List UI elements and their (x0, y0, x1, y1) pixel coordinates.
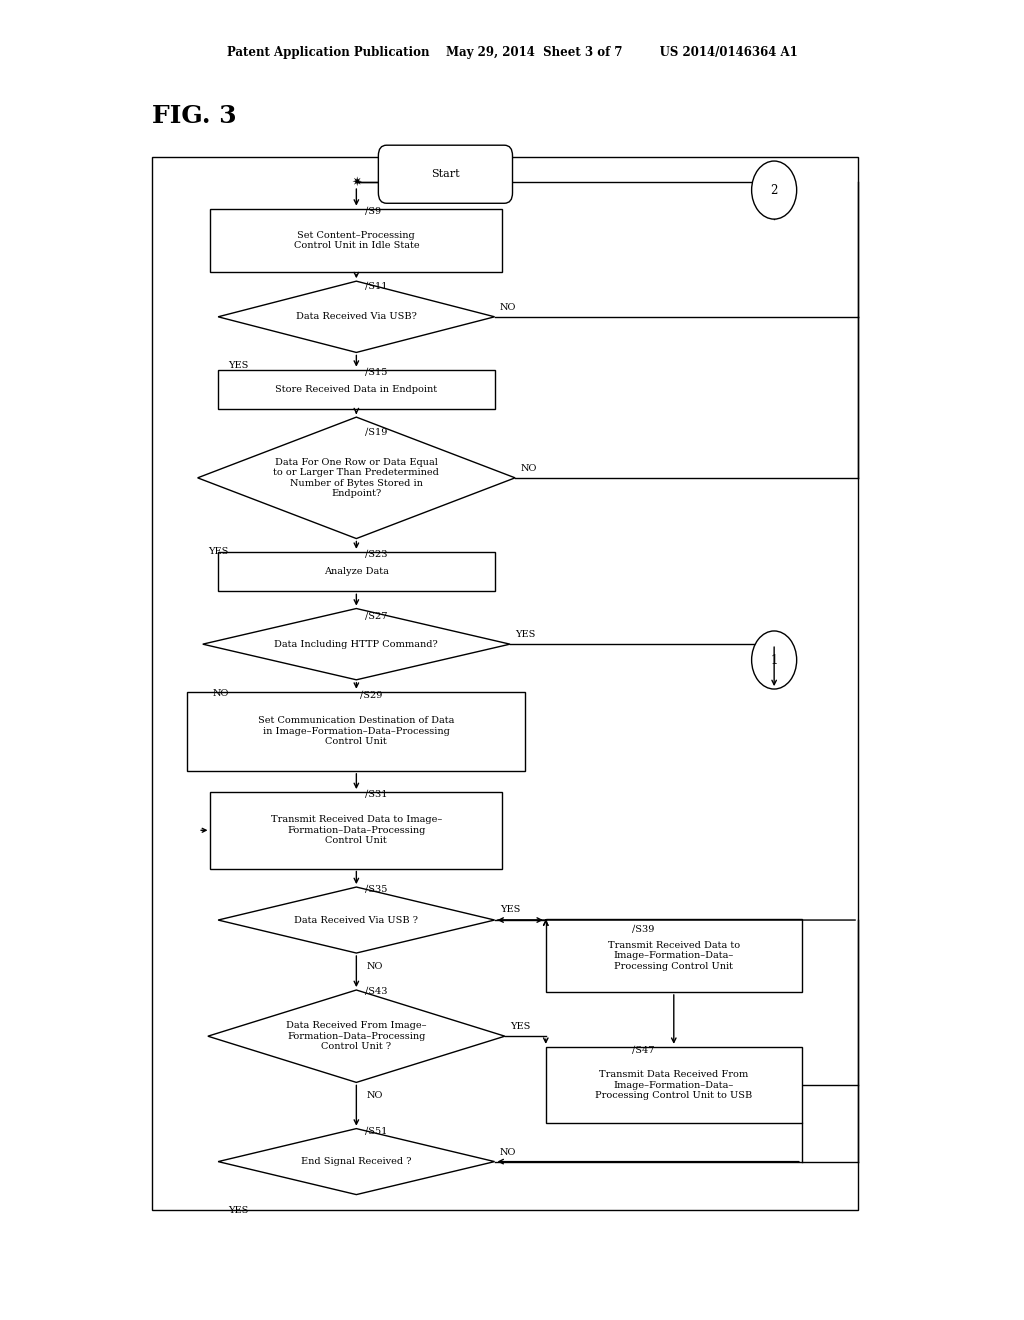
FancyBboxPatch shape (379, 145, 512, 203)
Text: Data Including HTTP Command?: Data Including HTTP Command? (274, 640, 438, 648)
Text: YES: YES (510, 1023, 530, 1031)
Text: ∕S47: ∕S47 (632, 1047, 654, 1055)
Bar (546, 1047, 802, 1123)
Text: ∕S9: ∕S9 (365, 207, 381, 215)
Polygon shape (218, 281, 495, 352)
Text: NO: NO (367, 962, 383, 970)
Text: NO: NO (367, 1092, 383, 1100)
Text: ✷: ✷ (351, 176, 361, 189)
Text: ∕S51: ∕S51 (365, 1127, 387, 1135)
Text: Set Content–Processing
Control Unit in Idle State: Set Content–Processing Control Unit in I… (294, 231, 419, 249)
Bar (218, 370, 495, 409)
Polygon shape (218, 887, 495, 953)
Text: ∕S39: ∕S39 (632, 925, 654, 933)
Text: 1: 1 (770, 653, 778, 667)
Text: ∕S35: ∕S35 (365, 886, 387, 894)
Text: YES: YES (228, 1206, 249, 1214)
Text: Store Received Data in Endpoint: Store Received Data in Endpoint (275, 385, 437, 393)
Text: Set Communication Destination of Data
in Image–Formation–Data–Processing
Control: Set Communication Destination of Data in… (258, 717, 455, 746)
Text: Patent Application Publication    May 29, 2014  Sheet 3 of 7         US 2014/014: Patent Application Publication May 29, 2… (226, 46, 798, 59)
Text: Transmit Received Data to
Image–Formation–Data–
Processing Control Unit: Transmit Received Data to Image–Formatio… (607, 941, 740, 970)
Polygon shape (208, 990, 505, 1082)
Text: ∕S27: ∕S27 (365, 612, 387, 620)
Text: ∕S19: ∕S19 (365, 429, 387, 437)
Text: ∕S29: ∕S29 (360, 692, 383, 700)
Text: YES: YES (228, 362, 249, 370)
Bar (211, 209, 502, 272)
Text: Transmit Received Data to Image–
Formation–Data–Processing
Control Unit: Transmit Received Data to Image– Formati… (270, 816, 442, 845)
Text: Data For One Row or Data Equal
to or Larger Than Predetermined
Number of Bytes S: Data For One Row or Data Equal to or Lar… (273, 458, 439, 498)
Circle shape (752, 161, 797, 219)
Text: YES: YES (515, 631, 536, 639)
Text: Data Received From Image–
Formation–Data–Processing
Control Unit ?: Data Received From Image– Formation–Data… (286, 1022, 427, 1051)
Text: NO: NO (500, 304, 516, 312)
Text: 2: 2 (770, 183, 778, 197)
Text: Data Received Via USB ?: Data Received Via USB ? (294, 916, 419, 924)
Text: Data Received Via USB?: Data Received Via USB? (296, 313, 417, 321)
Text: YES: YES (500, 906, 520, 913)
Text: ∕S23: ∕S23 (365, 550, 387, 558)
Polygon shape (203, 609, 510, 680)
Text: YES: YES (208, 548, 228, 556)
Text: NO: NO (500, 1148, 516, 1156)
Bar (152, 157, 858, 1210)
Circle shape (752, 631, 797, 689)
Text: Transmit Data Received From
Image–Formation–Data–
Processing Control Unit to USB: Transmit Data Received From Image–Format… (595, 1071, 753, 1100)
Polygon shape (198, 417, 515, 539)
Text: Analyze Data: Analyze Data (324, 568, 389, 576)
Text: FIG. 3: FIG. 3 (152, 104, 237, 128)
Polygon shape (218, 1129, 495, 1195)
Text: ∕S15: ∕S15 (365, 368, 387, 376)
Text: NO: NO (520, 465, 537, 473)
Bar (546, 919, 802, 993)
Text: Start: Start (431, 169, 460, 180)
Text: ∕S11: ∕S11 (365, 282, 387, 290)
Bar (218, 552, 495, 591)
Text: End Signal Received ?: End Signal Received ? (301, 1158, 412, 1166)
Bar (211, 792, 502, 869)
Text: ∕S31: ∕S31 (365, 791, 387, 799)
Text: NO: NO (213, 689, 229, 697)
Bar (187, 692, 525, 771)
Text: ∕S43: ∕S43 (365, 987, 387, 995)
